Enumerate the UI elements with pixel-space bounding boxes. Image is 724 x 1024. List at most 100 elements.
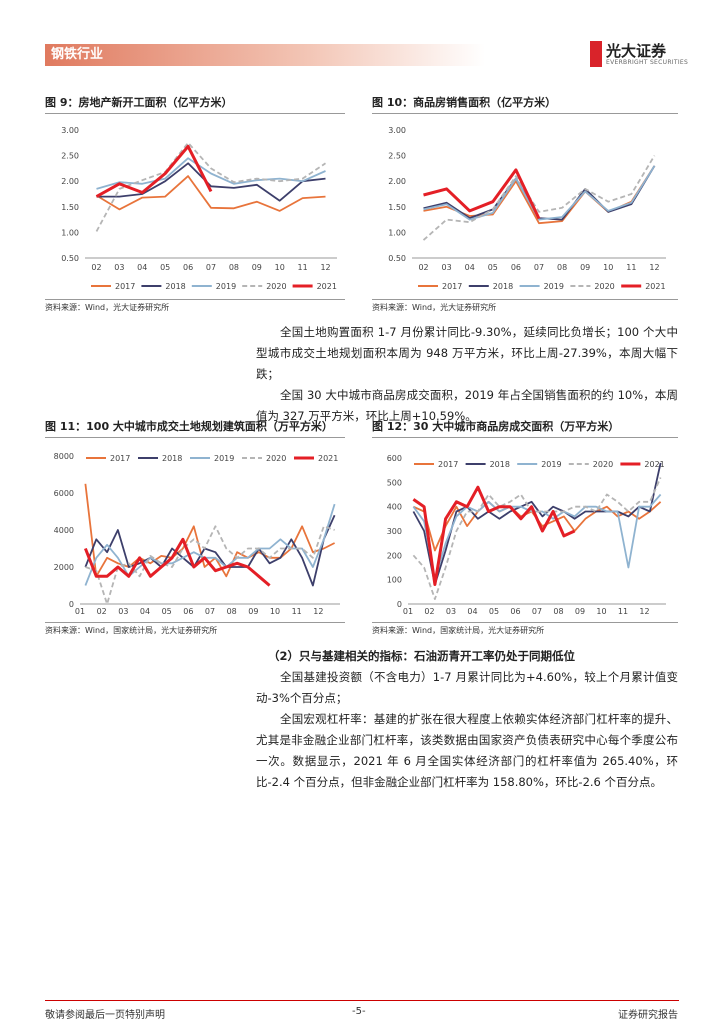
x-tick-label: 04 — [465, 263, 475, 272]
x-tick-label: 10 — [603, 263, 613, 272]
x-tick-label: 12 — [313, 607, 323, 616]
series-line — [412, 462, 662, 586]
x-tick-label: 04 — [467, 607, 477, 616]
paragraph: 全国宏观杠杆率：基建的扩张在很大程度上依赖实体经济部门杠杆率的提升、尤其是非金融… — [256, 712, 678, 789]
figure-title: 图 10：商品房销售面积（亿平方米） — [372, 94, 678, 114]
legend-label: 2019 — [214, 454, 234, 463]
x-tick-label: 07 — [534, 263, 544, 272]
series-line — [422, 155, 656, 241]
y-tick-label: 1.50 — [388, 203, 406, 212]
legend-label: 2019 — [216, 282, 236, 291]
x-tick-label: 06 — [511, 263, 521, 272]
y-tick-label: 0 — [397, 600, 402, 609]
legend-label: 2018 — [162, 454, 182, 463]
figure-source: 资料来源：Wind，国家统计局，光大证券研究所 — [45, 622, 345, 636]
x-tick-label: 12 — [639, 607, 649, 616]
section-heading: （2）只与基建相关的指标：石油沥青开工率仍处于同期低位 — [268, 649, 575, 663]
x-tick-label: 02 — [91, 263, 101, 272]
x-tick-label: 05 — [162, 607, 172, 616]
series-line — [96, 175, 326, 212]
x-tick-label: 07 — [532, 607, 542, 616]
logo: 光大证券 — [606, 42, 667, 60]
series-line — [412, 477, 662, 600]
legend-label: 2018 — [493, 282, 513, 291]
x-tick-label: 11 — [298, 263, 308, 272]
x-tick-label: 03 — [446, 607, 456, 616]
legend-label: 2017 — [438, 460, 458, 469]
x-tick-label: 06 — [183, 607, 193, 616]
legend-label: 2019 — [541, 460, 561, 469]
legend-label: 2021 — [645, 282, 665, 291]
legend-label: 2021 — [644, 460, 664, 469]
figure-source: 资料来源：Wind，光大证券研究所 — [372, 299, 678, 313]
x-tick-label: 05 — [160, 263, 170, 272]
footer-center: -5- — [352, 1006, 366, 1017]
x-tick-label: 05 — [489, 607, 499, 616]
footer-left: 敬请参阅最后一页特别声明 — [45, 1010, 165, 1021]
y-tick-label: 2.50 — [61, 152, 79, 161]
x-tick-label: 08 — [227, 607, 237, 616]
paragraph: 全国土地购置面积 1-7 月份累计同比-9.30%，延续同比负增长；100 个大… — [256, 325, 678, 381]
legend-label: 2020 — [266, 454, 286, 463]
footer-line — [45, 1000, 679, 1001]
y-tick-label: 1.50 — [61, 203, 79, 212]
x-tick-label: 03 — [114, 263, 124, 272]
x-tick-label: 05 — [488, 263, 498, 272]
chart: 0.50 1.00 1.50 2.00 2.50 3.00 02 03 04 05 06 07 08 09… — [388, 126, 666, 291]
chart: 0.50 1.00 1.50 2.00 2.50 3.00 02 03 04 05 06 07 08 09… — [61, 126, 337, 291]
y-tick-label: 3.00 — [61, 126, 79, 135]
x-tick-label: 02 — [424, 607, 434, 616]
x-tick-label: 10 — [275, 263, 285, 272]
y-tick-label: 0.50 — [388, 254, 406, 263]
y-tick-label: 500 — [387, 478, 402, 487]
x-tick-label: 10 — [596, 607, 606, 616]
y-tick-label: 6000 — [54, 489, 74, 498]
series-line — [95, 144, 213, 198]
chart: 0 100 200 300 400 500 600 01 02 03 04 05 06 07 08 09 10 1… — [387, 454, 666, 616]
y-tick-label: 200 — [387, 551, 402, 560]
paragraph: 全国基建投资额（不含电力）1-7 月累计同比为+4.60%，较上个月累计值变动-… — [256, 670, 678, 705]
x-tick-label: 09 — [575, 607, 585, 616]
x-tick-label: 01 — [403, 607, 413, 616]
x-tick-label: 03 — [118, 607, 128, 616]
figure-title: 图 12：30 大中城市商品房成交面积（万平方米） — [372, 418, 678, 438]
x-tick-label: 09 — [580, 263, 590, 272]
series-line — [95, 141, 326, 232]
x-tick-label: 02 — [418, 263, 428, 272]
y-tick-label: 8000 — [54, 452, 74, 461]
legend-label: 2017 — [442, 282, 462, 291]
y-tick-label: 2000 — [54, 563, 74, 572]
series-line — [84, 514, 336, 587]
x-tick-label: 11 — [618, 607, 628, 616]
y-tick-label: 3.00 — [388, 126, 406, 135]
y-tick-label: 1.00 — [61, 228, 79, 237]
series-line — [423, 165, 656, 225]
x-tick-label: 12 — [649, 263, 659, 272]
x-tick-label: 07 — [205, 607, 215, 616]
paragraph: 全国 30 大中城市商品房成交面积，2019 年占全国销售面积的约 10%，本周… — [256, 388, 678, 423]
x-tick-label: 04 — [140, 607, 150, 616]
figure-title: 图 11：100 大中城市成交土地规划建筑面积（万平方米） — [45, 418, 345, 438]
x-tick-label: 11 — [292, 607, 302, 616]
legend-label: 2020 — [266, 282, 286, 291]
chart: 0 2000 4000 6000 8000 01 02 03 04 05 06 07 08 09 10 11 1… — [54, 452, 340, 616]
x-tick-label: 08 — [553, 607, 563, 616]
x-tick-label: 08 — [229, 263, 239, 272]
x-tick-label: 10 — [270, 607, 280, 616]
legend-label: 2020 — [594, 282, 614, 291]
y-tick-label: 600 — [387, 454, 402, 463]
x-tick-label: 09 — [248, 607, 258, 616]
x-tick-label: 08 — [557, 263, 567, 272]
x-tick-label: 07 — [206, 263, 216, 272]
x-tick-label: 01 — [75, 607, 85, 616]
x-tick-label: 03 — [442, 263, 452, 272]
y-tick-label: 2.00 — [388, 177, 406, 186]
logo-icon — [590, 41, 602, 67]
figure-source: 资料来源：Wind，国家统计局，光大证券研究所 — [372, 622, 678, 636]
x-tick-label: 06 — [510, 607, 520, 616]
y-tick-label: 0 — [69, 600, 74, 609]
legend-label: 2021 — [318, 454, 338, 463]
x-tick-label: 06 — [183, 263, 193, 272]
logo-en: EVERBRIGHT SECURITIES — [606, 59, 689, 66]
